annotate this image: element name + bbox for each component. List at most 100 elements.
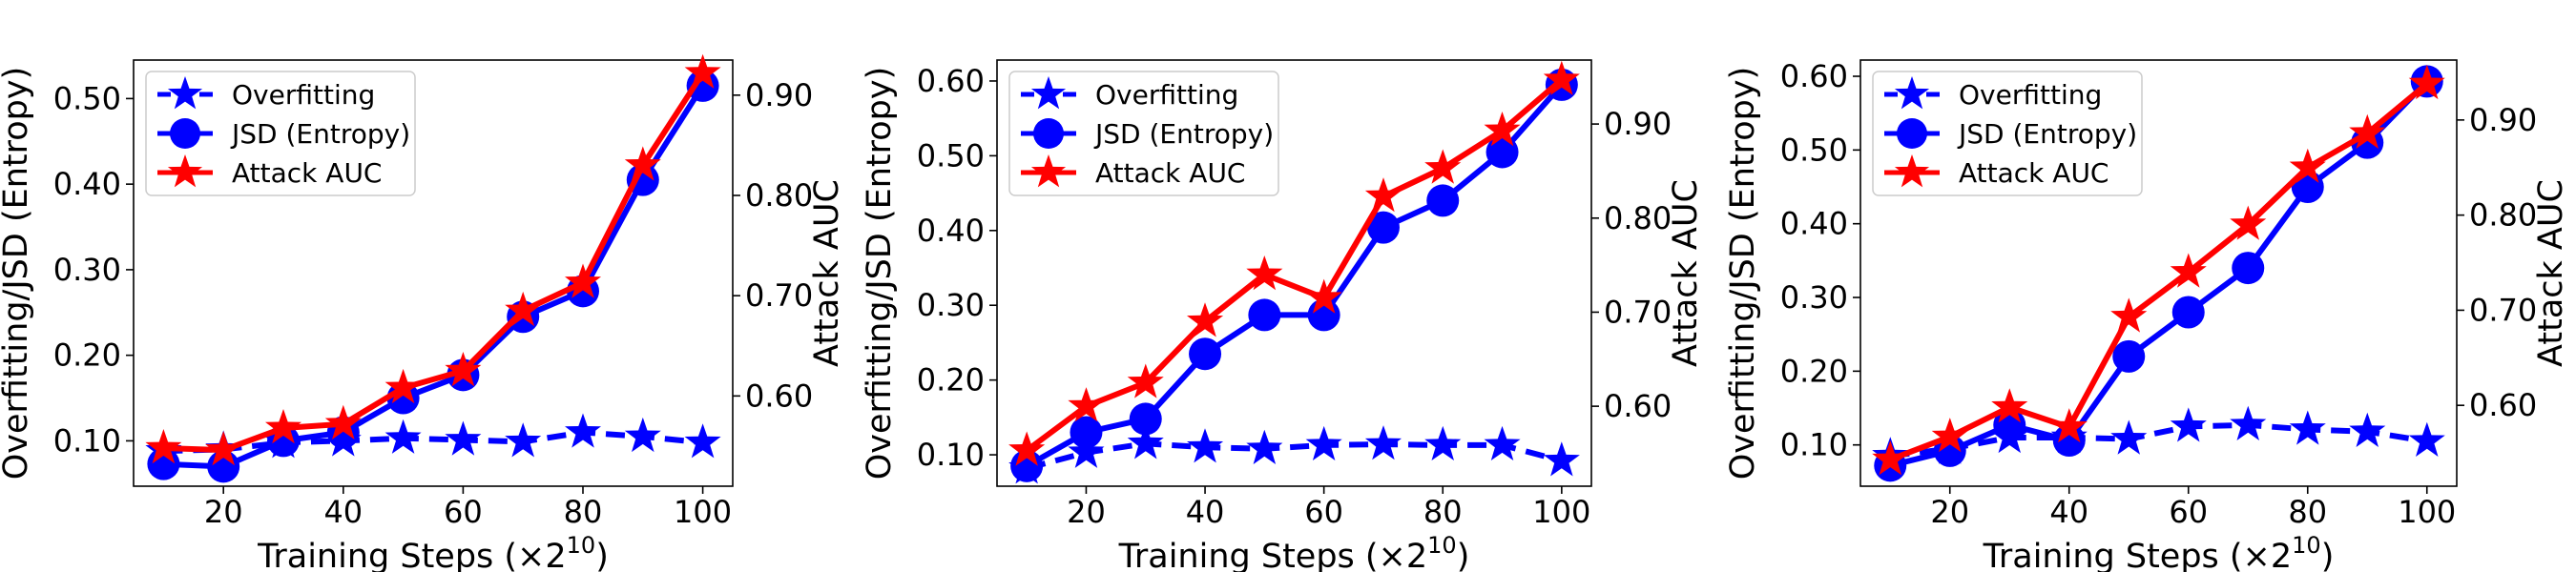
y-left-tick-label: 0.40 xyxy=(53,166,121,202)
data-point xyxy=(1070,416,1103,449)
data-point xyxy=(684,423,721,459)
legend-marker xyxy=(1030,154,1067,188)
y-right-tick-label: 0.60 xyxy=(2469,387,2537,423)
y-right-tick-label: 0.90 xyxy=(2469,102,2537,138)
y-right-tick-label: 0.70 xyxy=(745,277,813,314)
y-left-tick-label: 0.30 xyxy=(1780,279,1848,316)
series-line xyxy=(163,72,706,454)
data-point xyxy=(624,417,661,453)
data-point xyxy=(2230,405,2267,440)
data-point xyxy=(145,429,182,464)
data-point xyxy=(384,419,422,454)
series-overfitting xyxy=(1008,424,1580,484)
y-left-tick-label: 0.30 xyxy=(53,252,121,288)
data-point xyxy=(686,69,719,102)
data-point xyxy=(1305,425,1342,460)
series-attack-auc xyxy=(1008,60,1580,466)
data-point xyxy=(1366,211,1400,244)
y-left-tick-label: 0.10 xyxy=(53,422,121,459)
data-point xyxy=(2408,421,2445,457)
x-tick-label: 80 xyxy=(1423,494,1463,530)
legend-box xyxy=(145,71,416,196)
chart-panel-2: 20 40 60 80 100 0.10 0.20 0.30 0.40 0.50 0.60 0.60 0… xyxy=(861,59,1705,572)
y-right-tick-label: 0.60 xyxy=(1604,388,1672,424)
data-point xyxy=(1129,402,1162,436)
data-point xyxy=(2050,408,2088,443)
data-point xyxy=(2289,148,2326,183)
y-left-tick-label: 0.60 xyxy=(1780,58,1848,94)
data-point xyxy=(1187,302,1224,337)
y-right-tick-label: 0.90 xyxy=(1604,106,1672,142)
legend-label: JSD (Entropy) xyxy=(1093,118,1274,150)
x-tick-label: 100 xyxy=(674,494,732,530)
x-tick-label: 40 xyxy=(323,494,363,530)
y-right-tick-label: 0.70 xyxy=(2469,292,2537,328)
y-left-tick-label: 0.40 xyxy=(917,213,985,249)
data-point xyxy=(1931,418,1968,453)
series-line xyxy=(1889,81,2429,462)
series-line xyxy=(1025,77,1564,453)
data-point xyxy=(1246,255,1283,291)
data-point xyxy=(684,53,721,89)
y-left-tick-label: 0.50 xyxy=(917,137,985,174)
data-point xyxy=(2289,410,2326,445)
legend: Overfitting JSD (Entropy) Attack AUC xyxy=(1008,71,1279,196)
y-right-tick-label: 0.90 xyxy=(745,77,813,113)
data-point xyxy=(1364,177,1402,213)
data-point xyxy=(384,368,422,404)
legend-marker xyxy=(1894,154,1930,188)
y-right-tick-label: 0.70 xyxy=(1604,294,1672,330)
data-point xyxy=(505,291,542,327)
data-point xyxy=(1485,135,1519,169)
data-point xyxy=(1187,428,1224,463)
data-point xyxy=(1424,425,1462,460)
legend-marker xyxy=(1033,118,1064,149)
legend-label: Overfitting xyxy=(232,79,375,111)
series-line xyxy=(163,429,703,455)
data-point xyxy=(565,413,601,448)
data-point xyxy=(1872,440,1909,476)
data-point xyxy=(1068,433,1105,468)
data-point xyxy=(445,352,482,387)
legend-marker xyxy=(1030,76,1067,110)
chart-panel-1: 20 40 60 80 100 0.10 0.20 0.30 0.40 0.50 0.60 0.70 0… xyxy=(0,53,846,572)
data-point xyxy=(2232,252,2265,285)
data-point xyxy=(1068,387,1105,422)
y-right-axis-label: Attack AUC xyxy=(808,179,846,367)
data-point xyxy=(2110,419,2148,455)
data-point xyxy=(2349,113,2386,149)
x-tick-label: 40 xyxy=(1186,494,1225,530)
x-tick-label: 60 xyxy=(2169,494,2208,530)
data-point xyxy=(2230,205,2267,240)
data-point xyxy=(2349,412,2386,447)
x-tick-label: 100 xyxy=(2398,494,2456,530)
data-point xyxy=(1543,441,1580,477)
plot-frame xyxy=(996,59,1592,487)
data-point xyxy=(1246,429,1283,464)
data-point xyxy=(2112,339,2146,373)
data-point xyxy=(324,404,362,439)
y-right-axis-label: Attack AUC xyxy=(2532,179,2570,367)
data-point xyxy=(1248,298,1281,332)
series-attack-auc xyxy=(1872,64,2445,476)
series-line xyxy=(1889,79,2429,469)
legend-label: Attack AUC xyxy=(1959,157,2109,189)
data-point xyxy=(265,409,301,444)
series-line xyxy=(1025,82,1565,469)
legend-label: Attack AUC xyxy=(232,157,383,189)
legend-marker xyxy=(1897,118,1927,149)
x-tick-label: 60 xyxy=(444,494,483,530)
y-right-tick-label: 0.80 xyxy=(745,177,813,214)
y-left-tick-label: 0.20 xyxy=(917,362,985,398)
series-line xyxy=(163,84,706,470)
x-tick-label: 80 xyxy=(2288,494,2327,530)
x-tick-label: 60 xyxy=(1304,494,1343,530)
plot-frame xyxy=(133,59,734,487)
legend-label: Attack AUC xyxy=(1095,157,1246,189)
y-left-tick-label: 0.10 xyxy=(1780,427,1848,463)
y-left-tick-label: 0.20 xyxy=(53,337,121,374)
legend-marker xyxy=(1894,76,1930,110)
plot-frame xyxy=(1859,59,2458,487)
legend-label: JSD (Entropy) xyxy=(230,118,410,150)
